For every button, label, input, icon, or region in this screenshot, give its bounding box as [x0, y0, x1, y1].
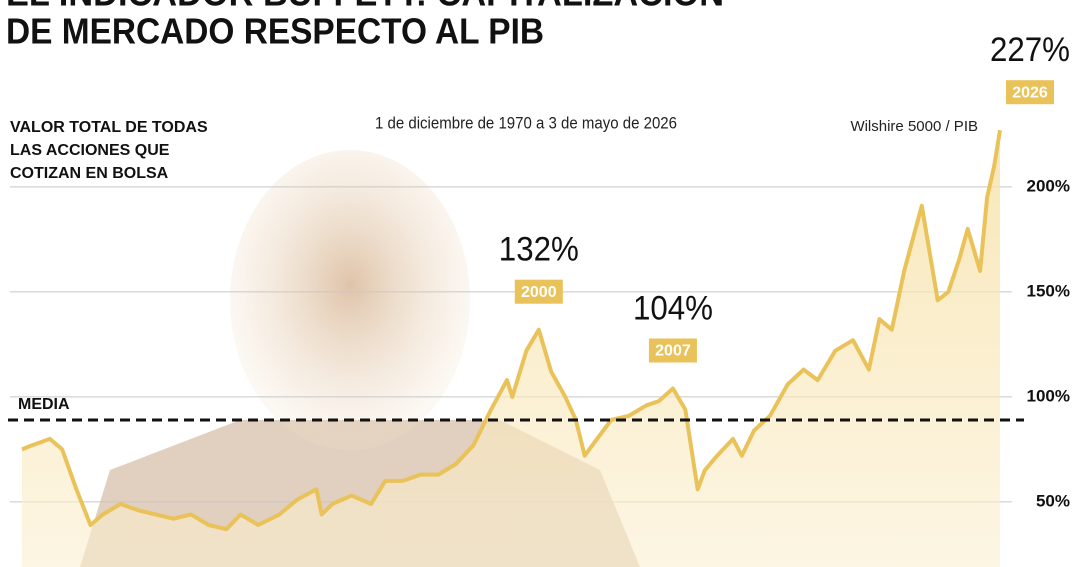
annotation-badge — [1006, 80, 1054, 105]
annotation-badge — [648, 338, 697, 363]
y-tick-label: 150% — [1027, 281, 1070, 300]
mean-label: MEDIA — [18, 396, 70, 413]
area — [22, 130, 1000, 567]
source-label: Wilshire 5000 / PIB — [850, 118, 978, 135]
annotation-value: 227% — [990, 31, 1070, 69]
y-tick-label: 100% — [1027, 386, 1070, 405]
y-axis-label: VALOR TOTAL DE TODAS — [10, 119, 208, 136]
annotation-year: 2007 — [655, 343, 691, 360]
subtitle: 1 de diciembre de 1970 a 3 de mayo de 20… — [375, 113, 677, 132]
chart-title: DE MERCADO RESPECTO AL PIB — [6, 11, 544, 52]
annotation-year: 2000 — [521, 284, 557, 301]
y-axis-label: LAS ACCIONES QUE — [10, 142, 170, 159]
chart-title: EL INDICADOR BUFFETT: CAPITALIZACIÓN — [6, 0, 724, 14]
annotation-value: 132% — [499, 231, 579, 269]
line — [21, 129, 1002, 532]
y-tick-label: 200% — [1027, 176, 1070, 195]
y-tick-label: 50% — [1036, 491, 1070, 510]
y-axis-label: COTIZAN EN BOLSA — [10, 165, 169, 182]
annotation-year: 2026 — [1012, 84, 1048, 101]
annotation-badge — [514, 279, 563, 304]
annotation-value: 104% — [633, 289, 713, 327]
